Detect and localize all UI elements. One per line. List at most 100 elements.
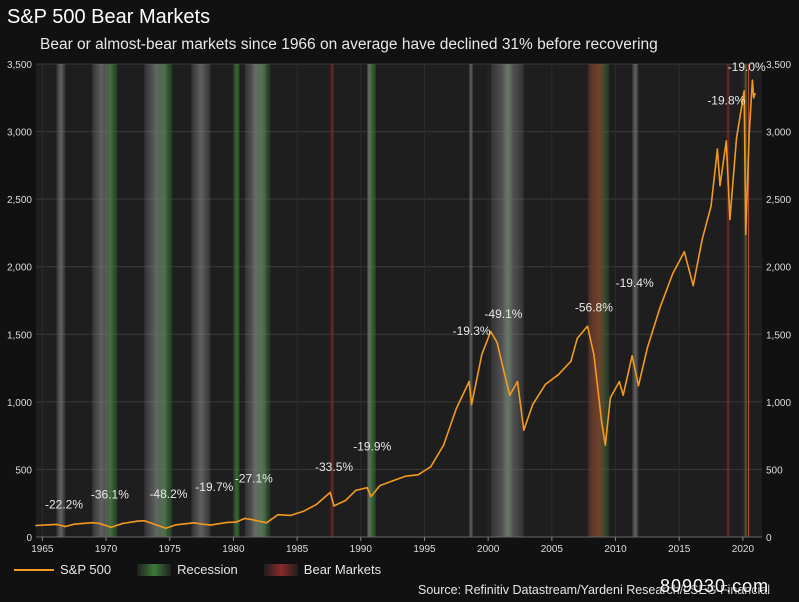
- data-point: [631, 355, 633, 357]
- bear-market-band: [92, 64, 112, 537]
- data-point: [692, 284, 695, 287]
- data-point: [622, 394, 624, 396]
- data-point: [137, 520, 139, 522]
- data-point: [637, 384, 640, 387]
- x-tick-label: 1990: [350, 544, 373, 555]
- data-point: [503, 374, 506, 376]
- annotation-label: -19.3%: [453, 324, 491, 338]
- x-tick-label: 2020: [732, 544, 755, 555]
- data-point: [391, 480, 394, 482]
- data-point: [121, 522, 124, 525]
- data-point: [618, 380, 621, 383]
- legend-item-bear: Bear Markets: [263, 562, 382, 577]
- recession-band: [367, 64, 377, 537]
- data-point: [480, 353, 483, 356]
- x-tick-label: 1965: [31, 544, 54, 555]
- data-point: [289, 514, 292, 517]
- data-point: [455, 407, 458, 410]
- data-point: [593, 353, 595, 356]
- data-point: [719, 184, 721, 187]
- data-point: [683, 251, 686, 253]
- data-point: [710, 205, 712, 207]
- data-point: [354, 489, 357, 492]
- y-tick-label-right: 500: [766, 465, 783, 476]
- bear-market-band: [744, 64, 747, 537]
- x-tick-label: 1995: [413, 544, 436, 555]
- x-tick-label: 2005: [541, 544, 564, 555]
- legend-item-recession: Recession: [137, 562, 238, 577]
- data-point: [235, 521, 237, 523]
- y-tick-label-left: 1,500: [7, 330, 32, 341]
- bear-market-band: [726, 64, 730, 537]
- legend: S&P 500 Recession Bear Markets: [14, 562, 407, 577]
- data-point: [329, 491, 332, 494]
- x-tick-label: 2000: [477, 544, 500, 555]
- data-point: [193, 522, 195, 524]
- data-point: [523, 429, 525, 432]
- y-tick-label-left: 2,500: [7, 195, 32, 206]
- data-point: [200, 523, 203, 525]
- legend-label-sp500: S&P 500: [60, 562, 112, 577]
- y-tick-label-right: 0: [766, 533, 772, 544]
- bear-market-band: [367, 64, 371, 537]
- data-point: [55, 523, 58, 526]
- annotation-label: -27.1%: [235, 471, 273, 485]
- x-tick-label: 1975: [159, 544, 182, 555]
- data-point: [302, 510, 305, 513]
- annotation-label: -19.7%: [195, 480, 233, 494]
- data-point: [244, 517, 246, 520]
- data-point: [209, 524, 212, 526]
- data-point: [73, 523, 76, 525]
- y-tick-label-right: 3,500: [766, 60, 791, 71]
- source-note: Source: Refinitiv Datastream/Yardeni Res…: [418, 583, 771, 597]
- x-tick-label: 2015: [668, 544, 691, 555]
- data-point: [496, 341, 498, 344]
- annotation-label: -56.8%: [575, 300, 613, 314]
- data-point: [379, 484, 381, 487]
- data-point: [544, 383, 547, 386]
- data-point: [417, 474, 419, 476]
- data-point: [226, 521, 228, 524]
- bear-market-band: [144, 64, 168, 537]
- bear-market-band: [244, 64, 267, 537]
- x-tick-label: 1980: [222, 544, 245, 555]
- data-point: [110, 526, 112, 529]
- data-point: [752, 96, 755, 99]
- data-point: [442, 444, 445, 446]
- y-tick-label-left: 2,000: [7, 263, 32, 274]
- data-point: [143, 519, 146, 522]
- annotation-label: -22.2%: [45, 498, 83, 512]
- annotation-label: -19.9%: [353, 440, 391, 454]
- data-point: [468, 380, 470, 383]
- data-point: [751, 79, 754, 82]
- data-point: [489, 330, 492, 333]
- data-point: [531, 403, 534, 406]
- annotation-label: -36.1%: [91, 487, 129, 501]
- data-point: [646, 347, 649, 349]
- bear-market-band: [469, 64, 473, 537]
- y-tick-label-left: 3,000: [7, 128, 32, 139]
- data-point: [743, 90, 745, 92]
- data-point: [729, 218, 731, 221]
- x-tick-label: 1970: [95, 544, 118, 555]
- data-point: [659, 306, 661, 309]
- data-point: [251, 518, 254, 521]
- y-tick-label-right: 2,000: [766, 263, 791, 274]
- chart-title: S&P 500 Bear Markets: [7, 6, 211, 28]
- data-point: [470, 403, 473, 406]
- y-tick-label-left: 0: [26, 533, 32, 544]
- data-point: [265, 522, 268, 524]
- annotation-label: -48.2%: [149, 487, 187, 501]
- data-point: [600, 419, 603, 422]
- data-point: [404, 475, 407, 477]
- legend-recession-swatch: [137, 563, 172, 576]
- bear-market-band: [632, 64, 639, 537]
- y-tick-label-right: 1,000: [766, 398, 791, 409]
- data-point: [165, 527, 167, 530]
- bear-market-band: [490, 64, 524, 537]
- legend-label-bear: Bear Markets: [303, 562, 382, 577]
- data-point: [430, 465, 432, 468]
- legend-line-swatch: [14, 568, 54, 571]
- data-point: [315, 503, 318, 506]
- annotation-label: -19.4%: [616, 276, 654, 290]
